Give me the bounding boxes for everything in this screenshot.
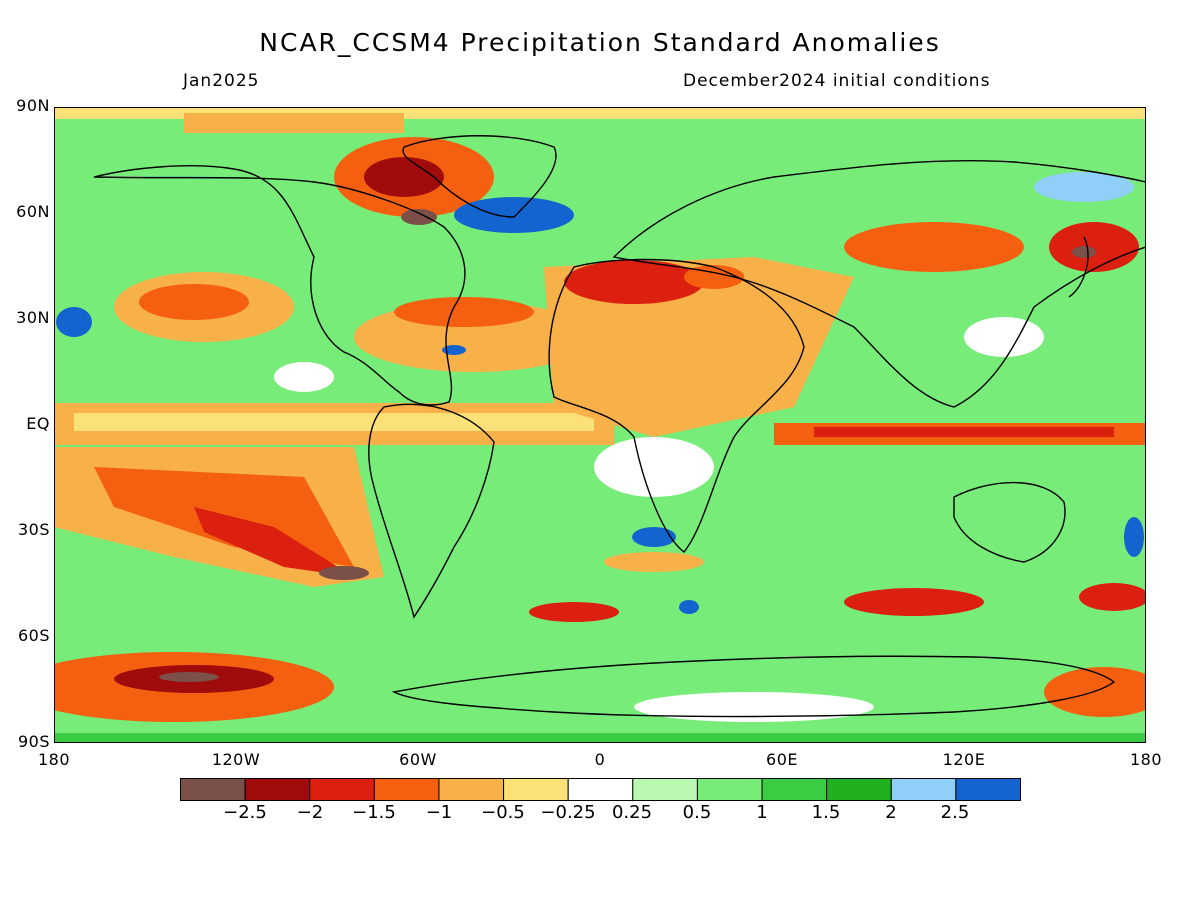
colorbar-label: −1 [425, 802, 453, 823]
colorbar [180, 778, 1021, 801]
colorbar-label: −0.5 [481, 802, 525, 823]
colorbar-label: 0.5 [682, 802, 712, 823]
lat-label-90n: 90N [16, 96, 50, 115]
valid-month-label: Jan2025 [183, 71, 260, 91]
colorbar-swatch [567, 778, 634, 801]
coastlines [93, 135, 1146, 718]
lon-label-180e: 180 [1129, 750, 1163, 769]
colorbar-label: −0.25 [540, 802, 596, 823]
lon-label-120e: 120E [942, 750, 986, 769]
colorbar-swatch [890, 778, 957, 801]
colorbar-label: −2 [296, 802, 324, 823]
colorbar-swatch [955, 778, 1021, 801]
lat-label-60s: 60S [17, 626, 50, 645]
lat-label-90s: 90S [17, 732, 50, 751]
colorbar-swatch [632, 778, 698, 801]
lon-label-60e: 60E [766, 750, 798, 769]
colorbar-swatch [503, 778, 569, 801]
colorbar-swatch [309, 778, 375, 801]
colorbar-swatch [244, 778, 311, 801]
lat-label-30s: 30S [17, 520, 50, 539]
lon-label-60w: 60W [399, 750, 437, 769]
colorbar-swatch [438, 778, 505, 801]
lat-label-60n: 60N [16, 202, 50, 221]
colorbar-label: 1.5 [811, 802, 841, 823]
colorbar-swatch [373, 778, 440, 801]
map-title: NCAR_CCSM4 Precipitation Standard Anomal… [259, 28, 941, 57]
lon-label-120w: 120W [211, 750, 261, 769]
initial-conditions-label: December2024 initial conditions [683, 71, 991, 91]
map-frame [54, 107, 1146, 743]
colorbar-label: −1.5 [352, 802, 396, 823]
colorbar-swatch [761, 778, 828, 801]
colorbar-label: 0.25 [611, 802, 653, 823]
colorbar-swatch [696, 778, 763, 801]
lat-label-30n: 30N [16, 308, 50, 327]
anomaly-field [54, 107, 1146, 743]
lon-label-0: 0 [594, 750, 606, 769]
colorbar-label: −2.5 [223, 802, 267, 823]
lat-label-eq: EQ [26, 414, 50, 433]
colorbar-label: 2 [885, 802, 897, 823]
anomaly-map [54, 107, 1146, 743]
colorbar-label: 1 [756, 802, 768, 823]
lon-label-180w: 180 [37, 750, 71, 769]
colorbar-swatch [826, 778, 892, 801]
colorbar-label: 2.5 [940, 802, 970, 823]
colorbar-swatch [180, 778, 246, 801]
